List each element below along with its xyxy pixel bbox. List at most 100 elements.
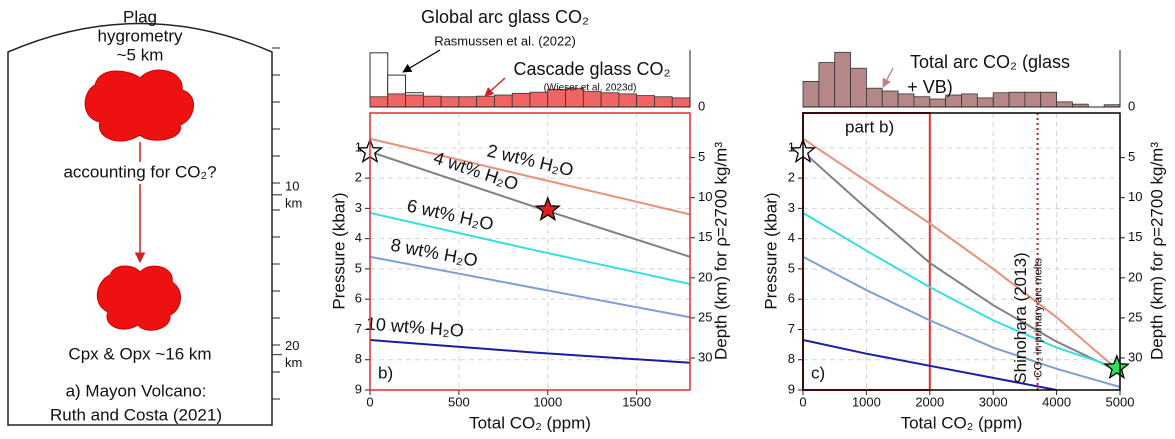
line-label: 10 wt% H₂O xyxy=(365,314,464,341)
y2-tick-label: 25 xyxy=(1128,309,1142,324)
x-tick-label: 1500 xyxy=(622,394,651,409)
x-axis-label: Total CO₂ (ppm) xyxy=(469,413,591,432)
y-tick-label: 2 xyxy=(788,170,795,185)
line xyxy=(803,255,1120,388)
y2-tick-label: 20 xyxy=(698,269,712,284)
histogram-bar xyxy=(405,94,424,108)
plot-frame xyxy=(369,112,691,391)
line xyxy=(803,212,1120,370)
histogram-bar xyxy=(369,96,389,108)
depth-tick-label: 20 xyxy=(285,338,299,353)
histogram-note: Rasmussen et al. (2022) xyxy=(434,33,576,48)
reference-label: Shinohara (2013) xyxy=(1011,252,1030,383)
line xyxy=(370,339,690,364)
histogram-bar xyxy=(929,98,947,108)
y-tick-label: 7 xyxy=(355,321,362,336)
y-tick-label: 4 xyxy=(788,230,795,245)
histogram-bar xyxy=(600,92,620,108)
x-tick-label: 500 xyxy=(448,394,470,409)
histogram-bar xyxy=(529,91,549,108)
histogram-bar xyxy=(866,87,883,108)
magma-blob xyxy=(84,69,194,142)
y2-tick-label: 5 xyxy=(698,149,705,164)
y-tick-label: 5 xyxy=(788,260,795,275)
histogram-bar xyxy=(458,96,478,108)
histogram-bar xyxy=(818,62,836,108)
y2-tick-label: 25 xyxy=(698,309,712,324)
x-tick-label: 4000 xyxy=(1042,394,1071,409)
y-tick-label: 3 xyxy=(355,200,362,215)
label: ~5 km xyxy=(117,45,164,64)
label: Plag xyxy=(123,7,157,26)
y2-tick-label: 5 xyxy=(1128,149,1135,164)
panel: 0 1000 2000 3000 4000 5000 1 2 3 4 5 6 7 8 9 5 10 15 20 25 3… xyxy=(761,50,1166,432)
histogram-note: (Wieser et al. 2023d) xyxy=(544,83,637,94)
depth-unit: km xyxy=(285,355,302,370)
histogram-bar xyxy=(582,91,602,108)
depth-tick-label: 10 xyxy=(285,178,299,193)
x-tick-label: 1000 xyxy=(852,394,881,409)
histogram-bar xyxy=(511,92,531,108)
line xyxy=(370,211,690,285)
histogram-bar xyxy=(636,95,655,108)
x-tick-label: 1000 xyxy=(533,394,562,409)
y-tick-label: 3 xyxy=(788,200,795,215)
histogram-title: Cascade glass CO₂ xyxy=(513,59,670,79)
y2-tick-label: 30 xyxy=(1128,349,1142,364)
histogram-bar xyxy=(1024,91,1042,108)
lines xyxy=(803,137,1120,390)
y-tick-label: 1 xyxy=(788,139,795,154)
histogram-bar xyxy=(618,93,638,108)
line xyxy=(370,150,690,258)
y2-tick-label: 30 xyxy=(698,349,712,364)
star-marker xyxy=(1103,354,1130,380)
y2-axis-label: Depth (km) for ρ=2700 kg/m³ xyxy=(711,142,730,360)
x-tick-label: 5000 xyxy=(1106,394,1135,409)
y-tick-label: 2 xyxy=(355,170,362,185)
y-tick-label: 8 xyxy=(788,351,795,366)
y-tick-label: 1 xyxy=(355,139,362,154)
y-tick-label: 9 xyxy=(355,381,362,396)
label-bg xyxy=(62,162,218,184)
histogram-bar xyxy=(476,95,495,108)
histogram-bar xyxy=(913,96,931,108)
line xyxy=(370,255,690,319)
line-label: 6 wt% H₂O xyxy=(405,195,495,234)
box-label: part b) xyxy=(845,117,894,136)
label: accounting for CO₂? xyxy=(63,162,216,181)
histogram-title: + VB) xyxy=(907,77,953,97)
y-tick-label: 6 xyxy=(355,291,362,306)
histogram-bar xyxy=(671,97,691,108)
y2-tick-label: 20 xyxy=(1128,269,1142,284)
histogram-bar xyxy=(654,96,673,108)
histogram-bar xyxy=(850,67,867,108)
histogram-title: Global arc glass CO₂ xyxy=(421,7,589,27)
panel-a xyxy=(7,22,273,426)
y-axis-label: Pressure (kbar) xyxy=(761,192,780,309)
reference-sublabel: CO₂ in primary arc melts xyxy=(1032,258,1044,378)
line-label: 8 wt% H₂O xyxy=(389,235,479,271)
label: hygrometry xyxy=(97,26,183,45)
histogram-bar xyxy=(802,80,820,108)
panel-label: b) xyxy=(378,363,393,382)
histogram-bar xyxy=(992,92,1010,108)
line xyxy=(803,339,1057,390)
panel-label: c) xyxy=(811,363,825,382)
x-axis-label: Total CO₂ (ppm) xyxy=(901,413,1023,432)
y-tick-label: 5 xyxy=(355,260,362,275)
lines xyxy=(370,137,690,364)
label: Cpx & Opx ~16 km xyxy=(68,344,211,363)
histogram-title: Total arc CO₂ (glass xyxy=(910,52,1070,72)
x-tick-label: 2000 xyxy=(915,394,944,409)
y-tick-label: 4 xyxy=(355,230,362,245)
y-tick-label: 9 xyxy=(788,381,795,396)
star-marker xyxy=(534,196,561,222)
histogram-bar xyxy=(945,94,962,108)
y2-tick-label: 10 xyxy=(1128,189,1142,204)
arrow xyxy=(484,77,506,97)
y2-axis-label: Depth (km) for ρ=2700 kg/m³ xyxy=(1147,142,1166,360)
histogram-bar xyxy=(961,93,978,108)
x-tick-label: 3000 xyxy=(979,394,1008,409)
histogram-bar xyxy=(1040,91,1057,108)
